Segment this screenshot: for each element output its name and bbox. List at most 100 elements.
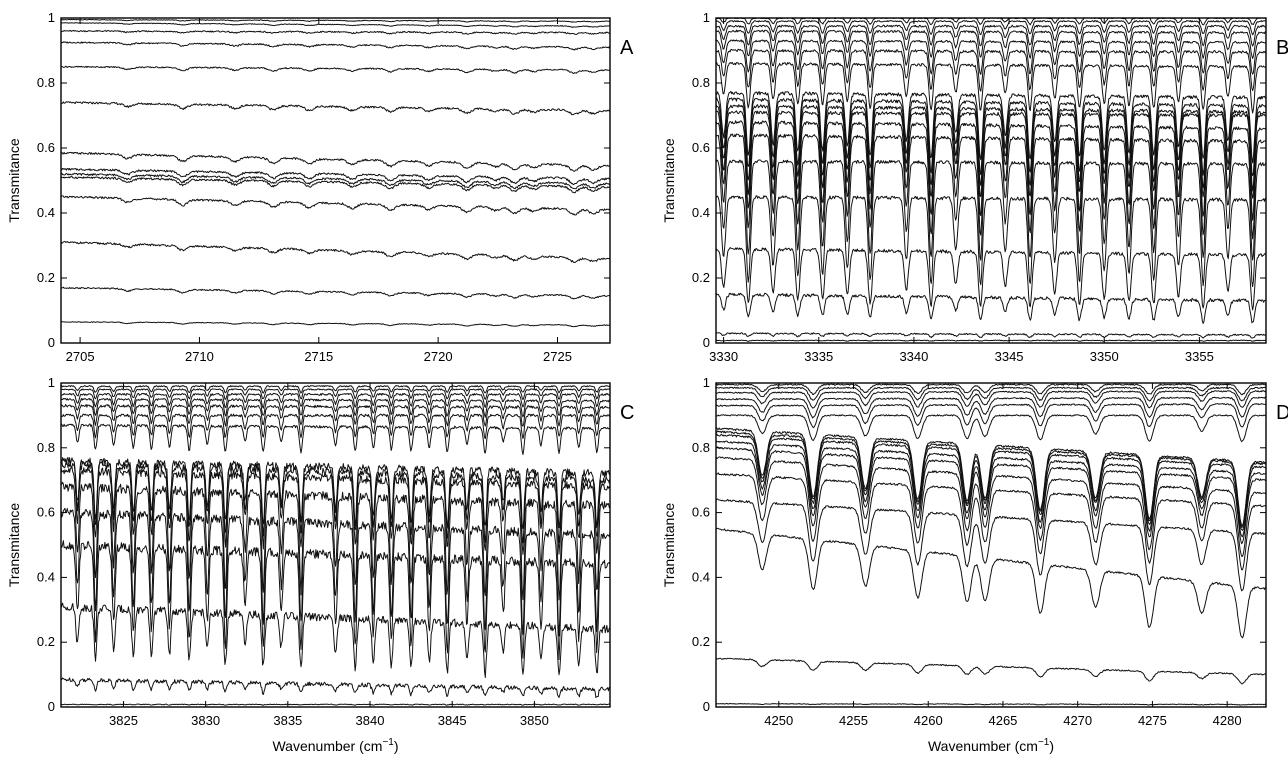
series-line: [716, 29, 1266, 59]
series-line: [716, 383, 1266, 396]
y-axis-label: Transmitance: [6, 503, 22, 588]
y-tick-label: 1: [703, 375, 710, 390]
series-line: [61, 403, 610, 427]
y-tick-label: 1: [48, 10, 55, 25]
series-line: [716, 498, 1266, 592]
panel-letter: A: [620, 37, 634, 59]
series-line: [716, 48, 1266, 92]
series-line: [716, 292, 1266, 324]
panel-b: 0 0.2 0.4 0.6 0.8 1 3330 3335 3340 3345 3350 3355 Tr…: [661, 10, 1288, 364]
series-line: [61, 321, 610, 328]
series-line: [716, 133, 1266, 240]
x-tick-label: 2715: [304, 349, 333, 364]
series-line: [716, 456, 1266, 557]
panel-c: 0 0.2 0.4 0.6 0.8 1 3825 3830 3835 3840 3845 3850 Tr…: [6, 375, 634, 754]
y-tick-label: 0: [48, 699, 55, 714]
y-tick-label: 0.4: [37, 205, 55, 220]
series-line: [61, 29, 610, 35]
series-line: [716, 159, 1266, 261]
panel-letter: B: [1276, 37, 1288, 59]
x-tick-label: 2705: [66, 349, 95, 364]
traces: [716, 18, 1266, 342]
series-line: [61, 172, 610, 190]
x-tick-label: 3830: [191, 713, 220, 728]
x-tick-label: 3330: [709, 349, 738, 364]
series-line: [61, 167, 610, 186]
y-tick-label: 0.6: [692, 505, 710, 520]
series-line: [61, 677, 610, 699]
x-tick-label: 3840: [356, 713, 385, 728]
series-line: [61, 466, 610, 555]
series-line: [716, 339, 1266, 342]
series-line: [716, 472, 1266, 571]
series-line: [61, 65, 610, 74]
series-line: [61, 18, 610, 23]
series-line: [61, 176, 610, 194]
y-tick-label: 0.2: [37, 270, 55, 285]
x-tick-label: 4270: [1063, 713, 1092, 728]
series-line: [716, 90, 1266, 164]
series-line: [716, 97, 1266, 177]
series-line: [716, 110, 1266, 199]
plot-frame: [715, 382, 1267, 708]
series-line: [716, 61, 1266, 114]
panel-letter: C: [620, 402, 634, 424]
x-tick-label: 3355: [1185, 349, 1214, 364]
x-tick-label: 4260: [914, 713, 943, 728]
series-line: [61, 507, 610, 637]
x-tick-label: 4250: [764, 713, 793, 728]
series-line: [61, 286, 610, 300]
series-line: [61, 413, 610, 440]
x-tick-label: 2725: [543, 349, 572, 364]
series-line: [716, 403, 1266, 429]
series-line: [716, 440, 1266, 538]
series-line: [716, 20, 1266, 36]
x-axis-label: Wavenumber (cm−1): [272, 737, 398, 754]
series-line: [61, 540, 610, 661]
y-tick-label: 0: [703, 335, 710, 350]
traces: [61, 18, 610, 328]
x-tick-label: 3850: [520, 713, 549, 728]
series-line: [61, 602, 610, 678]
y-tick-label: 0.8: [692, 440, 710, 455]
series-line: [61, 41, 610, 51]
series-line: [61, 392, 610, 409]
y-tick-label: 0.4: [692, 205, 710, 220]
series-line: [716, 657, 1266, 685]
x-tick-label: 3835: [273, 713, 302, 728]
x-tick-label: 4275: [1138, 713, 1167, 728]
x-tick-label: 3350: [1090, 349, 1119, 364]
y-tick-label: 0.8: [692, 75, 710, 90]
y-tick-label: 0.6: [37, 140, 55, 155]
y-axis-label: Transmitance: [661, 138, 677, 223]
series-line: [716, 39, 1266, 75]
series-line: [716, 195, 1266, 288]
y-tick-label: 0.8: [37, 75, 55, 90]
series-line: [61, 388, 610, 401]
panel-d: 0 0.2 0.4 0.6 0.8 1 4250 4255 4260 4265 4270 4275 42…: [661, 375, 1288, 754]
plot-frame: [60, 382, 611, 708]
series-line: [61, 397, 610, 418]
y-tick-label: 0.6: [37, 505, 55, 520]
plot-frame: [60, 17, 611, 344]
x-tick-label: 3335: [804, 349, 833, 364]
series-line: [61, 385, 610, 394]
series-line: [61, 703, 610, 706]
panel-a: 0 0.2 0.4 0.6 0.8 1 2705 2710 2715 2720 2725 Transm…: [6, 10, 634, 364]
x-tick-label: 3825: [109, 713, 138, 728]
series-line: [61, 481, 610, 601]
series-line: [716, 390, 1266, 409]
y-tick-label: 0.4: [692, 569, 710, 584]
series-line: [61, 423, 610, 455]
y-tick-label: 0.4: [37, 569, 55, 584]
series-line: [61, 459, 610, 544]
series-line: [716, 446, 1266, 545]
y-tick-label: 0.2: [37, 634, 55, 649]
x-tick-label: 3845: [438, 713, 467, 728]
series-line: [716, 104, 1266, 192]
traces: [61, 385, 610, 706]
y-axis-label: Transmitance: [6, 138, 22, 223]
series-line: [716, 702, 1266, 706]
series-line: [716, 386, 1266, 402]
